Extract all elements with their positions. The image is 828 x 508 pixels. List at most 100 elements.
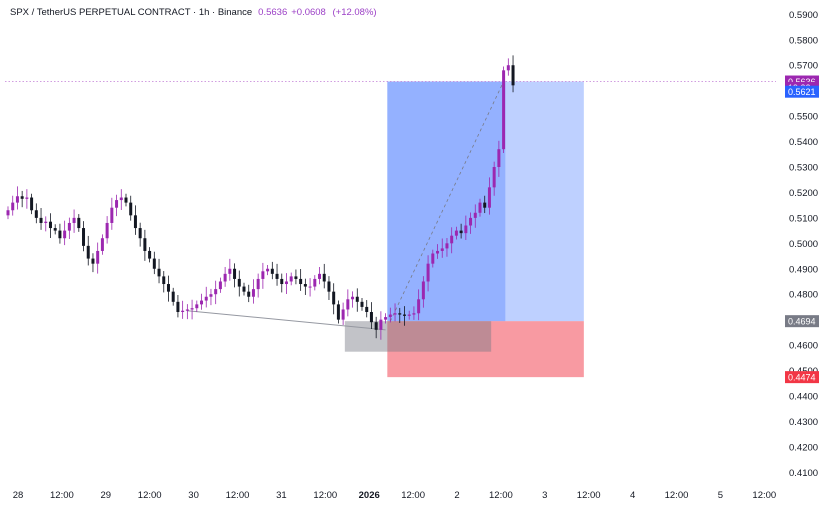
time-axis[interactable]: 28 12:00 29 12:00 30 12:00 31 12:00 2026 12:00 2 12… — [13, 490, 776, 501]
price-tag-label: 0.4474 — [788, 372, 816, 382]
candle-body — [369, 312, 373, 323]
candle-body — [67, 222, 71, 231]
price-change-percent: (+12.08%) — [332, 7, 377, 18]
time-tick-label: 2 — [454, 490, 459, 501]
price-tag-label: 0.5621 — [788, 87, 816, 97]
candle-body — [129, 202, 133, 216]
candle-body — [53, 228, 57, 231]
position-zones — [344, 81, 584, 378]
price-tag — [785, 315, 819, 328]
time-tick-label: 2026 — [359, 490, 380, 501]
candle-body — [176, 301, 180, 313]
candle-body — [242, 286, 246, 292]
candle-body — [133, 215, 137, 229]
time-tick-label: 12:00 — [50, 490, 74, 501]
price-tag — [785, 85, 819, 98]
candle-body — [379, 319, 383, 330]
candle-body — [384, 317, 388, 320]
candle-body — [82, 228, 86, 246]
candle-body — [48, 221, 52, 229]
time-tick-label: 12:00 — [577, 490, 601, 501]
candle-body — [388, 314, 392, 318]
candle-body — [185, 309, 189, 311]
time-tick-label: 12:00 — [313, 490, 337, 501]
candle-body — [506, 65, 510, 71]
candle-body — [256, 278, 260, 290]
price-tick-label: 0.4400 — [789, 391, 818, 402]
candle-body — [492, 167, 496, 188]
candle-body — [34, 210, 38, 218]
candle-body — [20, 196, 24, 199]
candle-body — [58, 230, 62, 239]
time-tick-label: 12:00 — [752, 490, 776, 501]
candle-body — [171, 291, 175, 302]
candle-body — [487, 187, 491, 208]
candle-body — [195, 304, 199, 309]
candlestick-series — [6, 55, 515, 340]
candle-body — [214, 289, 218, 295]
candle-body — [412, 313, 416, 315]
candle-body — [431, 253, 435, 264]
candle-body — [100, 238, 104, 251]
candle-body — [478, 202, 482, 213]
candle-body — [421, 281, 425, 300]
price-tick-label: 0.4100 — [789, 468, 818, 479]
candle-body — [190, 308, 194, 310]
candle-body — [459, 230, 463, 234]
time-tick-label: 12:00 — [489, 490, 513, 501]
last-price: 0.5636 — [258, 7, 288, 18]
candle-body — [63, 230, 67, 239]
candle-body — [417, 299, 421, 314]
chart-legend: SPX / TetherUS PERPETUAL CONTRACT · 1h ·… — [10, 7, 377, 18]
candle-body — [473, 212, 477, 218]
candle-body — [426, 263, 430, 282]
candle-body — [152, 258, 156, 269]
candle-body — [124, 197, 128, 203]
time-tick-label: 30 — [188, 490, 199, 501]
candle-body — [483, 202, 487, 208]
price-tag-label: 0.4694 — [788, 316, 816, 326]
candle-body — [261, 271, 265, 279]
candle-body — [204, 296, 208, 301]
price-change: +0.0608 — [291, 7, 326, 18]
candle-body — [336, 304, 340, 320]
candle-body — [143, 238, 147, 251]
candle-body — [440, 248, 444, 251]
candle-body — [166, 284, 170, 292]
trend-lines — [5, 81, 776, 331]
candle-body — [162, 276, 166, 285]
candle-body — [223, 273, 227, 282]
candle-body — [393, 313, 397, 315]
candle-body — [25, 197, 29, 199]
candle-body — [289, 276, 293, 282]
price-tick-label: 0.5500 — [789, 112, 818, 123]
price-tick-label: 0.4800 — [789, 290, 818, 301]
long-target-zone-active — [387, 81, 506, 322]
long-target-zone — [387, 81, 584, 322]
candle-body — [402, 314, 406, 316]
candle-body — [15, 196, 19, 203]
symbol-title[interactable]: SPX / TetherUS PERPETUAL CONTRACT · 1h ·… — [10, 7, 253, 18]
time-tick-label: 12:00 — [138, 490, 162, 501]
price-tick-label: 0.5800 — [789, 35, 818, 46]
candle-body — [407, 314, 411, 316]
candle-body — [318, 273, 322, 279]
time-tick-label: 29 — [101, 490, 112, 501]
candle-body — [327, 281, 331, 292]
candle-body — [200, 300, 204, 305]
candle-body — [313, 278, 317, 287]
candle-body — [322, 273, 326, 282]
candle-body — [228, 268, 232, 274]
candle-body — [86, 245, 90, 259]
candle-body — [511, 65, 515, 86]
price-tick-label: 0.5300 — [789, 163, 818, 174]
candle-body — [96, 250, 100, 264]
candle-body — [39, 217, 43, 223]
candle-body — [11, 202, 15, 211]
price-tick-label: 0.5100 — [789, 213, 818, 224]
candle-body — [351, 296, 355, 300]
price-tick-label: 0.5900 — [789, 10, 818, 21]
candle-body — [119, 197, 123, 201]
candle-body — [157, 268, 161, 277]
